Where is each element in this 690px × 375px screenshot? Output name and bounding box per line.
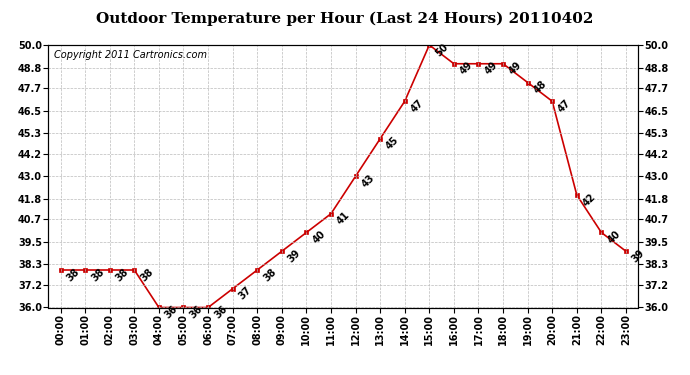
Text: 49: 49 bbox=[507, 60, 524, 77]
Text: 36: 36 bbox=[188, 304, 204, 321]
Text: 48: 48 bbox=[532, 79, 549, 96]
Text: 43: 43 bbox=[359, 173, 376, 189]
Text: 37: 37 bbox=[237, 285, 253, 302]
Text: 39: 39 bbox=[630, 248, 647, 264]
Text: 47: 47 bbox=[556, 98, 573, 114]
Text: 38: 38 bbox=[139, 266, 155, 283]
Text: 40: 40 bbox=[606, 229, 622, 246]
Text: 47: 47 bbox=[409, 98, 426, 114]
Text: 38: 38 bbox=[262, 266, 278, 283]
Text: 36: 36 bbox=[213, 304, 229, 321]
Text: 42: 42 bbox=[581, 192, 598, 208]
Text: 41: 41 bbox=[335, 210, 352, 227]
Text: 38: 38 bbox=[114, 266, 130, 283]
Text: Outdoor Temperature per Hour (Last 24 Hours) 20110402: Outdoor Temperature per Hour (Last 24 Ho… bbox=[97, 11, 593, 26]
Text: 50: 50 bbox=[433, 42, 450, 58]
Text: 40: 40 bbox=[310, 229, 327, 246]
Text: 38: 38 bbox=[89, 266, 106, 283]
Text: Copyright 2011 Cartronics.com: Copyright 2011 Cartronics.com bbox=[55, 50, 207, 60]
Text: 49: 49 bbox=[458, 60, 475, 77]
Text: 36: 36 bbox=[163, 304, 179, 321]
Text: 38: 38 bbox=[65, 266, 81, 283]
Text: 49: 49 bbox=[482, 60, 500, 77]
Text: 45: 45 bbox=[384, 135, 401, 152]
Text: 39: 39 bbox=[286, 248, 303, 264]
